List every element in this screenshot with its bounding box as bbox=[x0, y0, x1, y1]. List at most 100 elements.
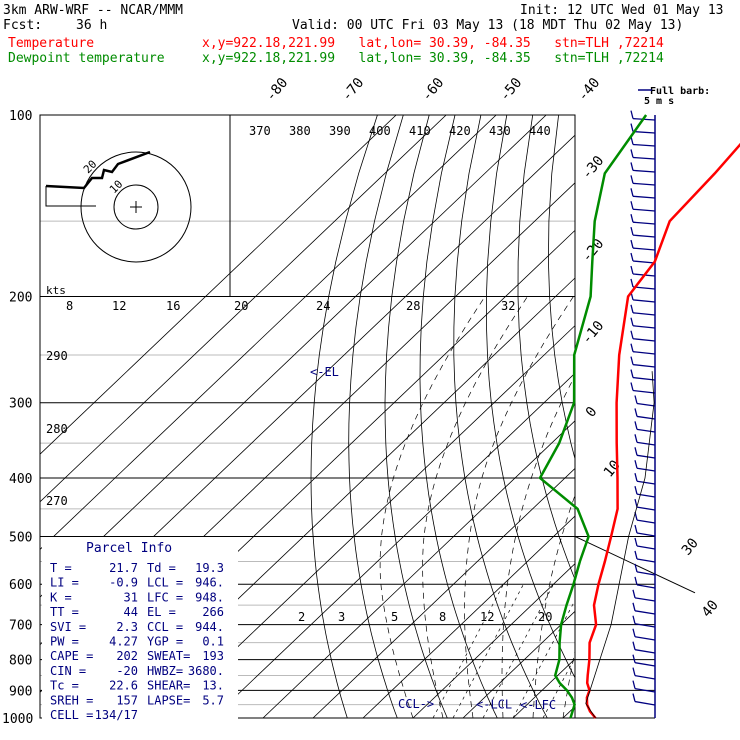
wind-barb bbox=[636, 519, 656, 524]
wind-barb-flag bbox=[630, 382, 634, 391]
forecast-hours: 36 h bbox=[76, 18, 108, 33]
dry-adiabat-line bbox=[348, 115, 404, 718]
wind-barb-flag bbox=[630, 330, 634, 339]
wind-barb-flag bbox=[632, 654, 636, 663]
isotherm-line bbox=[412, 563, 575, 718]
parcel-key: Tc = bbox=[50, 679, 79, 693]
wind-barb bbox=[636, 558, 656, 563]
dry-adiabat-line bbox=[607, 115, 740, 718]
isotherm-label: 10 bbox=[601, 457, 624, 480]
lfc-label: <-LFC bbox=[520, 698, 556, 712]
wind-barb bbox=[632, 169, 656, 173]
hodograph-ring-inner bbox=[113, 184, 159, 230]
wind-barb-flag bbox=[630, 226, 634, 236]
wind-barb-flag bbox=[630, 317, 634, 326]
wind-barb-flag bbox=[634, 473, 638, 482]
moist-adiabat-line bbox=[501, 375, 575, 718]
dry-adiabat-line bbox=[485, 115, 575, 679]
parcel-value: 3680. bbox=[188, 664, 224, 678]
wind-barb-flag bbox=[634, 550, 638, 560]
wind-barb-flag bbox=[634, 460, 638, 469]
dry-adiabat-label: 280 bbox=[46, 422, 68, 436]
isotherm-line bbox=[312, 467, 575, 718]
lcl-label: <-LCL bbox=[476, 697, 512, 711]
parcel-value: 946. bbox=[195, 576, 224, 590]
wind-barb-flag bbox=[632, 615, 636, 624]
wind-barb bbox=[632, 363, 656, 368]
pressure-tick-label: 700 bbox=[9, 619, 32, 634]
wind-barb bbox=[632, 143, 656, 147]
parcel-key: CAPE = bbox=[50, 649, 93, 663]
parcel-key: LI = bbox=[50, 576, 79, 590]
parcel-key: TT = bbox=[50, 605, 79, 619]
parcel-value: 22.6 bbox=[109, 679, 138, 693]
dewpoint-location: x,y=922.18,221.99 lat,lon= 30.39, -84.35… bbox=[202, 51, 664, 66]
wind-barb bbox=[632, 351, 656, 355]
hodograph-speed-label: 16 bbox=[166, 299, 180, 313]
isotherm-line bbox=[40, 115, 497, 550]
wind-barb-flag bbox=[632, 680, 636, 689]
parcel-key: Td = bbox=[147, 561, 176, 575]
parcel-value: 266 bbox=[202, 605, 224, 619]
wind-barb-flag bbox=[632, 693, 636, 702]
wind-barb bbox=[634, 649, 656, 654]
hodograph-kts-label: kts bbox=[46, 284, 66, 297]
dry-adiabat-line bbox=[517, 115, 575, 581]
wind-barb-flag bbox=[630, 356, 634, 365]
theta-label: 400 bbox=[369, 124, 391, 138]
parcel-key: CIN = bbox=[50, 664, 86, 678]
theta-label: 430 bbox=[489, 124, 511, 138]
wind-barb-flag bbox=[634, 447, 638, 456]
parcel-key: K = bbox=[50, 590, 72, 604]
parcel-value: 13. bbox=[202, 679, 224, 693]
parcel-value: 157 bbox=[116, 693, 138, 707]
isotherm-label: -40 bbox=[575, 75, 604, 105]
wind-barb-flag bbox=[634, 498, 638, 508]
wind-barb-flag bbox=[632, 641, 636, 650]
wind-barb bbox=[636, 402, 656, 407]
moist-adiabat-line bbox=[562, 649, 575, 718]
pressure-tick-label: 600 bbox=[9, 578, 32, 593]
parcel-value: 44 bbox=[124, 605, 138, 619]
wind-barb bbox=[636, 428, 656, 433]
parcel-key: HWBZ= bbox=[147, 664, 183, 678]
dry-adiabat-line bbox=[578, 115, 740, 718]
parcel-key: SREH = bbox=[50, 693, 93, 707]
wind-barb bbox=[632, 130, 656, 134]
wind-barb bbox=[634, 674, 656, 680]
parcel-value: 193 bbox=[202, 649, 224, 663]
moist-adiabat-line bbox=[379, 296, 486, 718]
wind-barb-flag bbox=[630, 149, 634, 158]
parcel-value: 31 bbox=[124, 590, 138, 604]
parcel-key: LAPSE= bbox=[147, 693, 190, 707]
wind-barb-flag bbox=[634, 576, 638, 586]
hodograph-speed-label: 20 bbox=[234, 299, 248, 313]
moist-adiabat-line bbox=[593, 297, 740, 719]
dry-adiabat-line bbox=[310, 115, 378, 718]
isotherm-label: 30 bbox=[679, 535, 702, 558]
wind-barb bbox=[634, 662, 656, 667]
parcel-key: SWEAT= bbox=[147, 649, 190, 663]
wind-barb-flag bbox=[632, 602, 636, 611]
wind-barb-flag bbox=[634, 421, 638, 430]
wind-barb-flag bbox=[634, 563, 638, 573]
wind-barb bbox=[632, 247, 656, 251]
ccl-label: CCL-> bbox=[398, 697, 434, 711]
isotherm-label: -70 bbox=[339, 75, 368, 105]
pressure-tick-label: 100 bbox=[9, 109, 32, 124]
wind-key-label: Full barb: bbox=[650, 86, 710, 97]
isotherm-line bbox=[162, 325, 575, 718]
wind-barb-flag bbox=[630, 265, 634, 275]
forecast-label: Fcst: bbox=[3, 18, 43, 33]
wind-barb-flag bbox=[630, 188, 634, 197]
dry-adiabat-line bbox=[419, 115, 498, 718]
model-name: 3km ARW-WRF -- NCAR/MMM bbox=[3, 3, 184, 18]
wind-barb bbox=[632, 182, 656, 186]
isotherm-line bbox=[212, 372, 575, 718]
wind-barb bbox=[636, 441, 656, 446]
moist-adiabat-line bbox=[464, 296, 574, 718]
isotherm-line bbox=[362, 515, 575, 718]
parcel-value: 21.7 bbox=[109, 561, 138, 575]
